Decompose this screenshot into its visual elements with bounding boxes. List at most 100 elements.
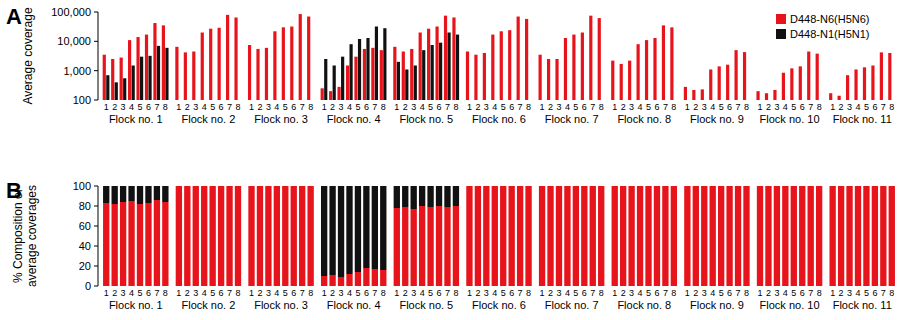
- x-tick-label: 7: [590, 102, 595, 112]
- bar-segment: [701, 186, 707, 187]
- x-tick-label: 3: [556, 288, 561, 298]
- group-label: Flock no. 2: [182, 113, 236, 125]
- bar-segment: [782, 186, 788, 286]
- bar: [346, 66, 349, 100]
- bar-segment: [338, 186, 344, 277]
- bar: [402, 52, 405, 100]
- bar-segment: [620, 186, 626, 187]
- bar-segment: [120, 202, 126, 286]
- bar: [773, 90, 776, 100]
- bar-segment: [539, 186, 545, 187]
- bar: [547, 59, 550, 100]
- group-label: Flock no. 5: [399, 299, 453, 311]
- y-axis: [98, 12, 99, 100]
- x-tick-label: 3: [266, 102, 271, 112]
- bar-segment: [654, 186, 660, 286]
- group-label: Flock no. 5: [399, 113, 453, 125]
- bar: [645, 40, 648, 100]
- x-tick-label: 1: [830, 102, 835, 112]
- bar-segment: [248, 186, 254, 286]
- bar-segment: [628, 186, 634, 286]
- bar: [248, 45, 251, 100]
- y-tick-label: 40: [79, 240, 91, 252]
- bar-segment: [346, 274, 352, 286]
- bar: [474, 55, 477, 100]
- x-tick-label: 2: [330, 102, 335, 112]
- x-tick-label: 4: [420, 288, 425, 298]
- x-tick-label: 7: [736, 102, 741, 112]
- bar-segment: [427, 207, 433, 286]
- x-tick-label: 7: [881, 102, 886, 112]
- bar: [192, 52, 195, 100]
- x-tick-label: 5: [355, 102, 360, 112]
- bar-segment: [363, 186, 369, 268]
- bar: [307, 17, 310, 100]
- x-tick-label: 7: [808, 102, 813, 112]
- bar: [324, 59, 327, 100]
- x-tick-label: 8: [744, 102, 749, 112]
- x-tick-label: 1: [685, 102, 690, 112]
- bar-segment: [612, 186, 618, 286]
- bar: [799, 66, 802, 100]
- bar: [435, 27, 438, 100]
- x-tick-label: 5: [138, 102, 143, 112]
- bar-segment: [338, 277, 344, 286]
- x-tick-label: 1: [322, 288, 327, 298]
- bar: [290, 27, 293, 100]
- bar-segment: [411, 186, 417, 209]
- bars: [103, 14, 892, 100]
- y-tick-label: 20: [79, 260, 91, 272]
- bar: [380, 50, 383, 100]
- bar: [653, 38, 656, 100]
- x-tick-label: 5: [210, 288, 215, 298]
- x-tick-label: 2: [548, 102, 553, 112]
- bar-segment: [402, 207, 408, 286]
- x-tick-label: 2: [548, 288, 553, 298]
- bar-segment: [274, 186, 280, 187]
- x-tick-label: 7: [445, 102, 450, 112]
- bar-segment: [525, 186, 531, 187]
- x-tick-label: 7: [300, 288, 305, 298]
- bar: [358, 39, 361, 100]
- bar: [349, 44, 352, 100]
- bar: [709, 69, 712, 100]
- x-tick-label: 3: [339, 102, 344, 112]
- x-tick-label: 6: [727, 102, 732, 112]
- bar: [718, 66, 721, 100]
- bar: [620, 64, 623, 100]
- bar-segment: [307, 186, 313, 187]
- bar-segment: [684, 186, 690, 286]
- y-tick-label: 100,000: [51, 6, 91, 18]
- bar-segment: [628, 186, 634, 187]
- bar: [337, 87, 340, 100]
- bar: [410, 49, 413, 100]
- x-tick-label: 8: [889, 102, 894, 112]
- bar: [726, 65, 729, 100]
- bar-segment: [726, 186, 732, 187]
- bar: [555, 59, 558, 100]
- legend-label: D448-N6(H5N6): [790, 13, 869, 25]
- group-label: Flock no. 10: [760, 113, 820, 125]
- x-tick-label: 5: [428, 288, 433, 298]
- bar-segment: [774, 186, 780, 187]
- x-tick-label: 6: [364, 102, 369, 112]
- x-tick-label: 2: [475, 288, 480, 298]
- bar-segment: [282, 186, 288, 187]
- x-tick-label: 3: [339, 288, 344, 298]
- x-tick-label: 7: [518, 288, 523, 298]
- bar-segment: [581, 186, 587, 187]
- x-tick-label: 6: [146, 102, 151, 112]
- x-tick-label: 2: [766, 288, 771, 298]
- y-tick-label: 100: [73, 94, 91, 106]
- bar: [525, 19, 528, 100]
- group-label: Flock no. 4: [327, 299, 381, 311]
- bar: [145, 35, 148, 100]
- panel-label: A: [6, 4, 22, 29]
- bar: [611, 61, 614, 100]
- bar-segment: [612, 186, 618, 187]
- bar: [175, 47, 178, 100]
- bar: [256, 49, 259, 100]
- x-tick-label: 4: [638, 102, 643, 112]
- bar-segment: [525, 186, 531, 286]
- group-label: Flock no. 3: [254, 113, 308, 125]
